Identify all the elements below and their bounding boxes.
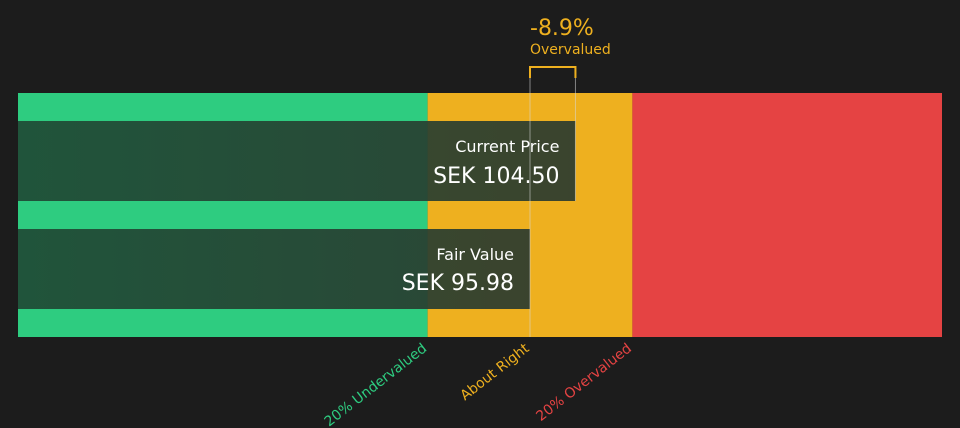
zone-label-about-right: About Right [457, 340, 532, 404]
fair-value-value: SEK 95.98 [402, 271, 514, 296]
difference-bracket [529, 66, 577, 78]
zone-label-undervalued: 20% Undervalued [322, 341, 430, 428]
difference-status: Overvalued [530, 42, 611, 58]
current-price-bar: Current Price SEK 104.50 [18, 121, 576, 201]
current-price-bar-rect [18, 121, 576, 201]
fair-value-label: Fair Value [436, 245, 514, 264]
current-price-value: SEK 104.50 [433, 164, 559, 189]
current-price-label: Current Price [455, 137, 559, 156]
difference-indicator: -8.9% Overvalued [529, 16, 611, 337]
fair-value-bar-rect [18, 229, 530, 309]
zone-overvalued-band [632, 93, 942, 337]
difference-percent: -8.9% [530, 16, 594, 41]
zone-label-overvalued: 20% Overvalued [533, 341, 635, 425]
fair-value-bar: Fair Value SEK 95.98 [18, 229, 530, 309]
